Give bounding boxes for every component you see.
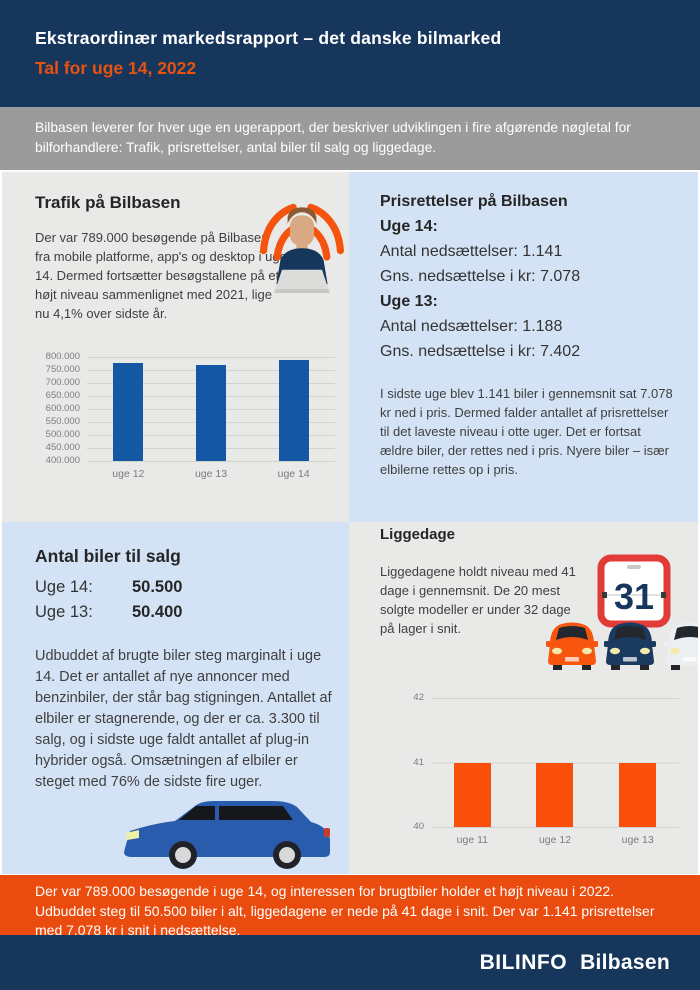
week14-avg: Gns. nedsættelse i kr: 7.078 xyxy=(380,268,581,285)
report-header: Ekstraordinær markedsrapport – det dansk… xyxy=(0,0,700,107)
summary-band: Der var 789.000 besøgende i uge 14, og i… xyxy=(0,875,700,938)
y-tick: 750.000 xyxy=(45,363,80,375)
y-tick: 800.000 xyxy=(45,350,80,362)
wifi-person-icon xyxy=(260,203,344,293)
y-tick: 42 xyxy=(413,691,424,703)
bilinfo-logo: BILINFO xyxy=(479,950,568,974)
section-liggedage: Liggedage Liggedagene holdt niveau med 4… xyxy=(349,522,698,874)
week13-avg: Gns. nedsættelse i kr: 7.402 xyxy=(380,343,581,360)
bar xyxy=(619,762,657,827)
y-tick: 500.000 xyxy=(45,428,80,440)
y-tick: 40 xyxy=(413,820,424,832)
liggedage-heading: Liggedage xyxy=(380,526,456,543)
prisrettelser-body: I sidste uge blev 1.141 biler i gennemsn… xyxy=(380,386,673,477)
chart-bars xyxy=(87,357,335,461)
y-tick: 550.000 xyxy=(45,415,80,427)
bar xyxy=(453,762,491,827)
x-tick: uge 13 xyxy=(621,834,654,846)
x-tick: uge 11 xyxy=(456,834,488,846)
stat-label: Uge 13: xyxy=(35,603,93,621)
y-tick: 700.000 xyxy=(45,376,80,388)
stat-value: 50.400 xyxy=(132,603,183,621)
blue-car-side-icon xyxy=(124,801,330,869)
x-tick: uge 14 xyxy=(277,468,310,480)
calendar-sign-number: 31 xyxy=(614,576,654,617)
bilbasen-logo: Bilbasen xyxy=(580,950,670,974)
section-trafik: Trafik på Bilbasen Der var 789.000 besøg… xyxy=(2,172,349,522)
liggedage-chart: 42 41 40 uge 11 uge 12 uge 13 xyxy=(379,692,679,846)
liggedage-body: Liggedagene holdt niveau med 41 dage i g… xyxy=(380,564,576,636)
quadrant-grid: Trafik på Bilbasen Der var 789.000 besøg… xyxy=(0,172,700,874)
x-tick: uge 12 xyxy=(112,468,145,480)
report-footer: BILINFO Bilbasen xyxy=(0,935,700,990)
bar xyxy=(113,362,144,461)
week13-label: Uge 13: xyxy=(380,293,438,310)
trafik-chart-plot: 800.000 750.000 700.000 650.000 600.000 … xyxy=(46,351,335,466)
section-biler-til-salg: Antal biler til salg Uge 14: 50.500 Uge … xyxy=(2,522,349,874)
trafik-chart-xlabels: uge 12 uge 13 uge 14 xyxy=(87,462,335,480)
white-car-front-icon xyxy=(664,622,698,670)
week14-count: Antal nedsættelser: 1.141 xyxy=(380,243,563,260)
y-tick: 400.000 xyxy=(45,454,80,466)
page-subtitle: Tal for uge 14, 2022 xyxy=(35,58,197,78)
intro-text: Bilbasen leverer for hver uge en ugerapp… xyxy=(35,120,631,155)
biler-stats: Uge 14: 50.500 Uge 13: 50.400 xyxy=(35,575,182,625)
trafik-chart: 800.000 750.000 700.000 650.000 600.000 … xyxy=(30,351,335,480)
biler-heading: Antal biler til salg xyxy=(35,546,181,566)
navy-car-front-icon xyxy=(604,622,656,670)
x-tick: uge 13 xyxy=(194,468,228,480)
prisrettelser-stats: Prisrettelser på Bilbasen Uge 14: Antal … xyxy=(380,189,680,364)
chart-bars xyxy=(431,698,679,827)
orange-car-front-icon xyxy=(546,622,598,670)
liggedage-chart-xlabels: uge 11 uge 12 uge 13 xyxy=(431,828,679,846)
y-tick: 600.000 xyxy=(45,402,80,414)
bar xyxy=(536,762,574,827)
stat-label: Uge 14: xyxy=(35,578,93,596)
biler-body: Udbuddet af brugte biler steg marginalt … xyxy=(35,648,332,790)
calendar-sign-and-cars-icon: 31 xyxy=(546,554,698,670)
week13-count: Antal nedsættelser: 1.188 xyxy=(380,318,563,335)
summary-text: Der var 789.000 besøgende i uge 14, og i… xyxy=(35,883,655,938)
liggedage-chart-plot: 42 41 40 xyxy=(413,692,679,832)
bar xyxy=(195,365,226,461)
page-title: Ekstraordinær markedsrapport – det dansk… xyxy=(35,28,502,48)
bar xyxy=(278,359,309,461)
intro-band: Bilbasen leverer for hver uge en ugerapp… xyxy=(0,107,700,170)
stat-value: 50.500 xyxy=(132,578,183,596)
prisrettelser-heading: Prisrettelser på Bilbasen xyxy=(380,193,568,210)
stat-row: Uge 13: 50.400 xyxy=(35,600,182,625)
x-tick: uge 12 xyxy=(538,834,572,846)
trafik-body: Der var 789.000 besøgende på Bilbasen fr… xyxy=(35,230,287,321)
section-prisrettelser: Prisrettelser på Bilbasen Uge 14: Antal … xyxy=(349,172,698,522)
trafik-heading: Trafik på Bilbasen xyxy=(35,193,181,212)
y-tick: 450.000 xyxy=(45,441,80,453)
y-tick: 650.000 xyxy=(45,389,80,401)
stat-row: Uge 14: 50.500 xyxy=(35,575,182,600)
week14-label: Uge 14: xyxy=(380,218,438,235)
y-tick: 41 xyxy=(413,756,424,768)
